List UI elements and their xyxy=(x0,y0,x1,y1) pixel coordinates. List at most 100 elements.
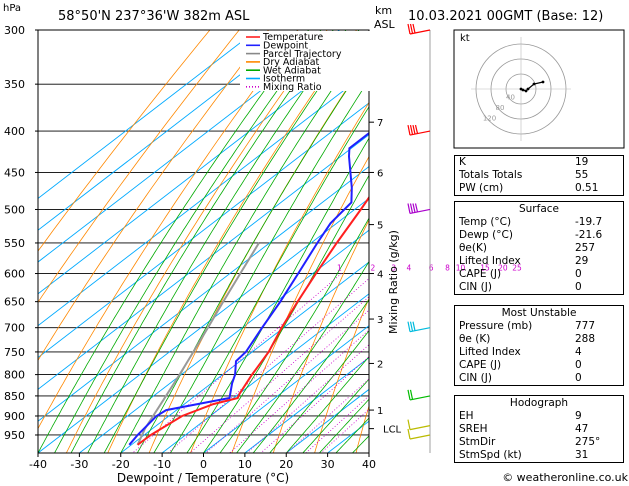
isotherm-line xyxy=(161,293,369,453)
location-title: 58°50'N 237°36'W 382m ASL xyxy=(58,9,250,24)
moist-adiabat-line xyxy=(38,30,310,453)
thermo-grid xyxy=(38,30,369,453)
barb-feather xyxy=(409,321,414,332)
axes: 1 2 3 4 6 8 10 15 20 25-40 -30 -20 -10 0 10 20 30 4030035… xyxy=(4,24,522,471)
hodograph-point xyxy=(524,89,528,93)
barb-feather xyxy=(414,203,419,213)
moist-adiabat-line xyxy=(252,298,369,453)
moist-adiabat-line xyxy=(54,30,322,453)
pressure-label: 850 xyxy=(4,390,25,403)
hodograph-point xyxy=(532,82,536,86)
moist-adiabat-line xyxy=(319,398,369,453)
legend-label: Isotherm xyxy=(263,74,305,85)
moist-adiabat-line xyxy=(302,378,369,453)
legend-label: Wet Adiabat xyxy=(263,65,321,76)
mixing-ratio-line xyxy=(305,395,369,453)
wind-barbs xyxy=(407,23,431,440)
height-label: 1 xyxy=(377,406,383,417)
barb-staff xyxy=(409,395,431,401)
surface-cin-row: CIN (J) 0 xyxy=(459,281,582,293)
dry-adiabat-line xyxy=(355,404,369,453)
x-tick-label: -20 xyxy=(112,458,130,471)
mixing-ratio-label: 8 xyxy=(445,264,450,273)
height-label: 2 xyxy=(377,359,383,370)
surface-table: Surface Temp (°C) -19.7 Dewp (°C) -21.6 θe… xyxy=(454,201,624,295)
mixing-ratio-label: 20 xyxy=(498,264,508,273)
moist-adiabat-line xyxy=(219,217,369,453)
profiles xyxy=(128,131,369,446)
barb-feather xyxy=(414,124,419,134)
isotherm-line xyxy=(38,70,369,327)
mixing-ratio-line xyxy=(246,344,369,453)
dry-adiabat-line xyxy=(231,155,369,453)
barb-staff xyxy=(409,208,431,215)
mixing-ratio-label: 3 xyxy=(391,264,396,273)
barb-staff xyxy=(409,130,431,136)
x-tick-label: 10 xyxy=(238,458,252,471)
barb-feather xyxy=(407,321,411,332)
dry-adiabat-line xyxy=(190,101,369,453)
x-tick-label: 20 xyxy=(279,458,293,471)
mixing-ratio-label: 1 xyxy=(337,264,342,273)
x-tick-label: -30 xyxy=(70,458,88,471)
eh-row: EH 9 xyxy=(459,410,582,422)
height-label: 3 xyxy=(377,315,383,326)
datetime-title: 10.03.2021 00GMT (Base: 12) xyxy=(408,9,603,24)
mixing-ratio-line xyxy=(229,329,369,453)
surface-dewp-row: Dewp (°C) -21.6 xyxy=(459,229,603,241)
isotherm-line xyxy=(38,134,369,390)
moist-adiabat-line xyxy=(70,30,334,453)
most-unstable-title: Most Unstable xyxy=(501,307,577,319)
mu-pressure-row: Pressure (mb) 777 xyxy=(459,320,596,332)
legend-label: Parcel Trajectory xyxy=(263,49,342,60)
mu-cin-row: CIN (J) 0 xyxy=(459,372,582,384)
height-label: 7 xyxy=(377,118,383,129)
wind-barb xyxy=(407,23,431,35)
mu-theta-row: θe (K) 288 xyxy=(459,333,596,345)
pressure-label: 350 xyxy=(4,78,25,91)
height-label: 4 xyxy=(377,270,383,281)
height-label: 5 xyxy=(377,221,383,232)
surface-lifted-index-row: Lifted Index 29 xyxy=(459,255,589,267)
moist-adiabat-line xyxy=(285,355,369,453)
pressure-label: 800 xyxy=(4,369,25,382)
barb-feather xyxy=(407,389,411,401)
pressure-label: 550 xyxy=(4,237,25,250)
pressure-label: 700 xyxy=(4,322,25,335)
barb-feather xyxy=(412,23,416,34)
pressure-label: 900 xyxy=(4,410,25,423)
moist-adiabat-line xyxy=(103,30,360,453)
x-tick-label: 0 xyxy=(200,458,207,471)
surface-cape-row: CAPE (J) 0 xyxy=(459,268,582,280)
mixing-ratio-label: 25 xyxy=(512,264,522,273)
wind-barb xyxy=(407,124,431,136)
hodograph-point xyxy=(541,80,545,84)
mixing-ratio-line xyxy=(189,296,369,453)
mixing-ratio-label: 2 xyxy=(371,264,376,273)
wind-barb xyxy=(407,419,431,431)
k-index-row: K 19 xyxy=(459,156,589,168)
isotherm-line xyxy=(38,197,369,453)
hodograph-ring-label: 80 xyxy=(496,104,505,112)
dry-adiabat-line xyxy=(38,30,269,362)
mixing-ratio-label: 4 xyxy=(407,264,412,273)
legend-label: Mixing Ratio xyxy=(263,82,322,93)
wind-barb xyxy=(407,321,431,333)
moist-adiabat-line xyxy=(136,55,369,453)
hpa-unit-label: hPa xyxy=(3,3,21,14)
x-tick-label: 40 xyxy=(362,458,376,471)
pressure-label: 450 xyxy=(4,166,25,179)
mixing-ratio-label: 6 xyxy=(429,264,434,273)
barb-feather xyxy=(412,321,416,331)
mixing-ratio-line xyxy=(320,408,369,453)
most-unstable-table: Most Unstable Pressure (mb) 777 θe (K) 288… xyxy=(454,305,624,386)
dry-adiabat-line xyxy=(65,30,328,453)
moist-adiabat-line xyxy=(236,260,369,453)
barb-feather xyxy=(409,124,414,135)
mixing-ratio-axis-title: Mixing Ratio (g/kg) xyxy=(387,230,400,334)
mu-cape-row: CAPE (J) 0 xyxy=(459,359,582,371)
mu-lifted-index-row: Lifted Index 4 xyxy=(459,346,582,358)
isotherm-line xyxy=(38,30,258,199)
hodograph-point xyxy=(526,87,530,91)
barb-staff xyxy=(409,425,431,431)
